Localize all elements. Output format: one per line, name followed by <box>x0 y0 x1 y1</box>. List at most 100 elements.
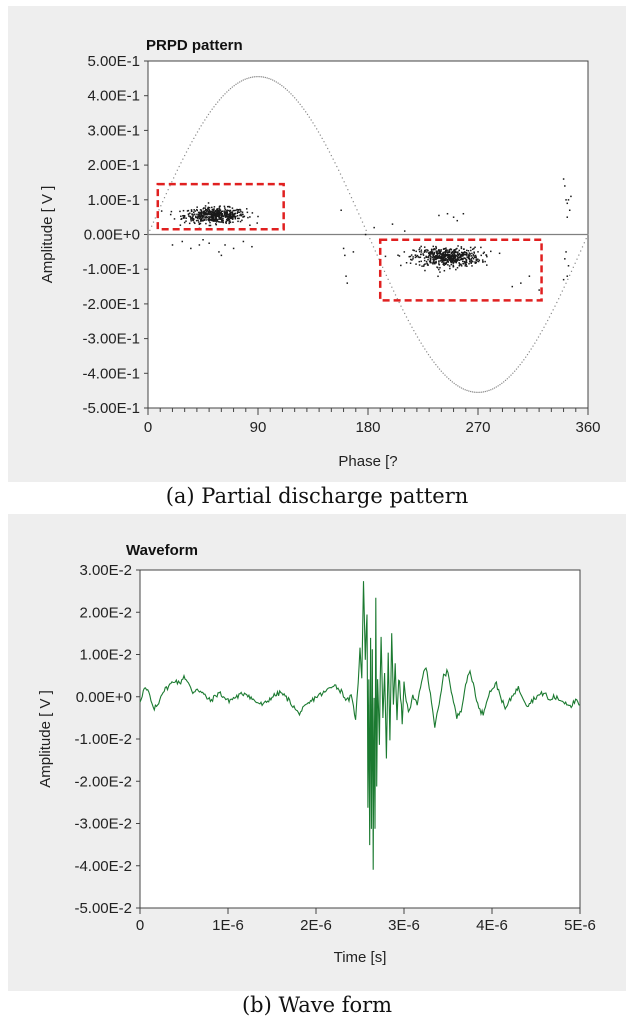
discharge-point <box>443 264 445 266</box>
sine-point <box>561 290 563 292</box>
highlight-box <box>156 182 285 231</box>
discharge-point <box>448 253 450 256</box>
discharge-point <box>465 261 468 264</box>
discharge-point <box>445 253 448 256</box>
sine-point <box>363 225 365 227</box>
discharge-point <box>225 220 228 223</box>
discharge-point <box>207 202 210 204</box>
discharge-point <box>213 208 215 210</box>
discharge-point <box>446 212 449 215</box>
discharge-point <box>438 251 441 253</box>
discharge-point <box>463 248 465 250</box>
discharge-point <box>198 217 201 220</box>
y-tick-label: -5.00E-1 <box>82 400 140 417</box>
discharge-point <box>452 216 455 218</box>
x-tick-label: 0 <box>144 419 152 436</box>
sine-point <box>462 388 464 390</box>
discharge-point <box>224 244 226 246</box>
discharge-point <box>415 250 417 253</box>
discharge-point <box>439 257 442 259</box>
discharge-point <box>190 217 192 219</box>
sine-point <box>327 147 329 150</box>
discharge-point <box>214 223 217 225</box>
sine-point <box>563 286 565 288</box>
sine-point <box>565 282 567 284</box>
discharge-point <box>238 211 241 214</box>
x-tick-label: 180 <box>355 419 380 436</box>
discharge-point <box>198 223 201 226</box>
discharge-point <box>198 212 201 214</box>
discharge-point <box>462 258 464 261</box>
discharge-point <box>465 253 467 256</box>
discharge-point <box>180 218 182 220</box>
discharge-point <box>455 268 457 271</box>
discharge-point <box>234 217 237 220</box>
discharge-point <box>412 256 414 258</box>
discharge-point <box>434 248 436 251</box>
discharge-point <box>450 251 453 254</box>
caption-b: (b) Wave form <box>241 993 393 1017</box>
discharge-point <box>209 211 211 214</box>
discharge-point <box>433 253 435 256</box>
discharge-point <box>417 256 420 258</box>
sine-point <box>151 225 153 227</box>
discharge-point <box>231 213 233 215</box>
discharge-point <box>455 248 457 250</box>
discharge-point <box>205 217 207 219</box>
sine-point <box>240 80 243 82</box>
sine-point <box>457 385 459 387</box>
discharge-point <box>432 263 434 265</box>
sine-point <box>244 78 246 80</box>
discharge-point <box>566 202 569 205</box>
sine-point <box>433 361 435 363</box>
discharge-point <box>461 257 463 260</box>
sine-point <box>585 238 587 240</box>
discharge-point <box>225 222 227 224</box>
discharge-point <box>448 256 451 258</box>
discharge-point <box>212 212 215 215</box>
discharge-point <box>216 210 218 213</box>
discharge-point <box>511 285 514 288</box>
discharge-point <box>256 222 258 224</box>
sine-point <box>189 144 191 146</box>
discharge-point <box>450 257 453 260</box>
sine-point <box>431 359 433 361</box>
discharge-point <box>431 252 433 255</box>
discharge-point <box>450 254 453 257</box>
x-tick-label: 5E-6 <box>564 917 596 934</box>
discharge-point <box>229 210 231 213</box>
sine-point <box>407 319 409 322</box>
discharge-point <box>215 215 218 217</box>
discharge-point <box>202 220 204 222</box>
discharge-point <box>463 257 465 259</box>
sine-point <box>204 119 206 121</box>
discharge-point <box>212 209 215 212</box>
discharge-point <box>455 258 458 260</box>
discharge-point <box>241 219 243 222</box>
discharge-point <box>456 255 458 257</box>
discharge-point <box>452 262 455 264</box>
discharge-point <box>192 215 194 217</box>
sine-point <box>372 246 375 248</box>
x-tick-label: 4E-6 <box>476 917 508 934</box>
y-tick-label: -4.00E-1 <box>82 365 140 382</box>
discharge-point <box>241 211 244 213</box>
discharge-point <box>225 218 228 221</box>
discharge-point <box>204 214 207 216</box>
discharge-point <box>444 257 447 260</box>
discharge-point <box>452 264 454 267</box>
sine-point <box>552 309 554 311</box>
discharge-point <box>219 208 221 211</box>
discharge-point <box>213 219 216 222</box>
discharge-point <box>207 219 210 221</box>
sine-point <box>545 323 547 325</box>
discharge-point <box>423 251 426 253</box>
discharge-point <box>418 250 421 253</box>
discharge-point <box>442 248 445 250</box>
chart-title: Waveform <box>126 542 198 559</box>
sine-point <box>184 154 186 157</box>
discharge-point <box>461 254 464 257</box>
sine-point <box>341 177 343 179</box>
discharge-point <box>197 211 200 214</box>
discharge-point <box>426 256 428 258</box>
